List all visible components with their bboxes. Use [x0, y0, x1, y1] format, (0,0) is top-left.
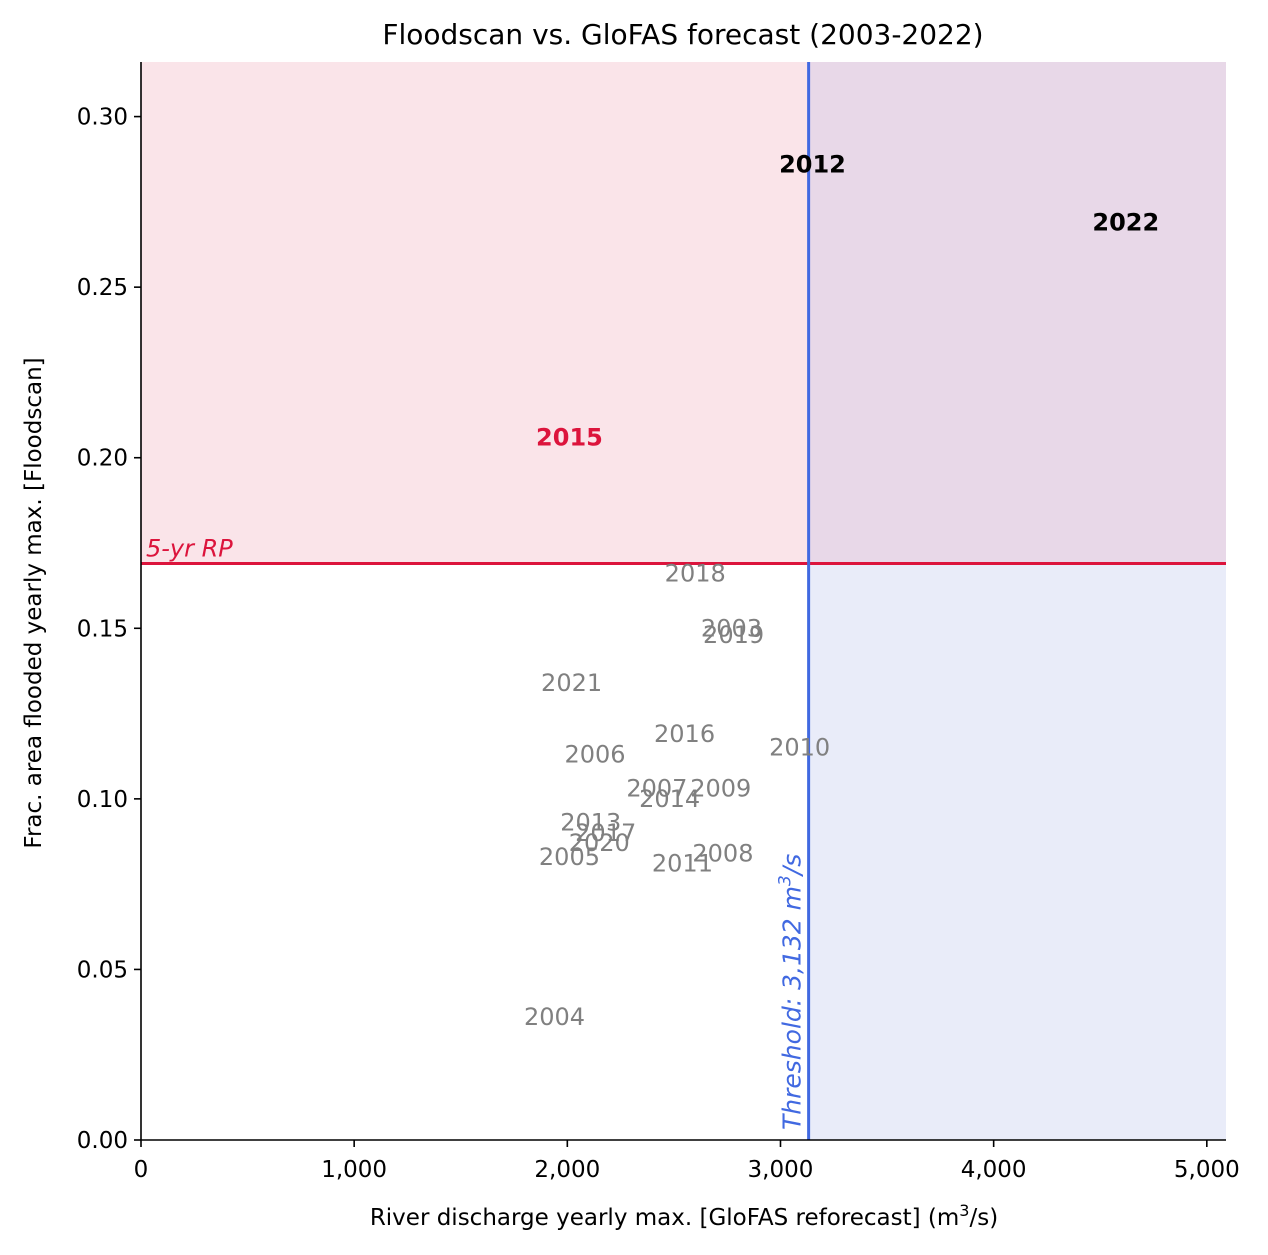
- point-label-2006: 2006: [564, 741, 625, 769]
- x-tick-label: 4,000: [961, 1157, 1027, 1183]
- point-label-2017: 2017: [575, 819, 636, 847]
- discharge-threshold-label: Threshold: 3,132 m3/s: [776, 854, 807, 1130]
- point-label-2021: 2021: [541, 669, 602, 697]
- y-axis-title: Frac. area flooded yearly max. [Floodsca…: [21, 357, 47, 848]
- shaded-regions: [141, 62, 1226, 1140]
- x-axis-title: River discharge yearly max. [GloFAS refo…: [370, 1201, 998, 1231]
- y-tick-label: 0.25: [77, 275, 128, 301]
- point-label-2020: 2020: [569, 829, 630, 857]
- point-label-2018: 2018: [665, 560, 726, 588]
- point-label-2012: 2012: [779, 150, 846, 178]
- point-label-2010: 2010: [769, 734, 830, 762]
- x-tick-label: 0: [134, 1157, 149, 1183]
- point-label-2007: 2007: [626, 775, 687, 803]
- y-tick-label: 0.05: [77, 957, 128, 983]
- point-label-2009: 2009: [690, 775, 751, 803]
- rp-threshold-label: 5-yr RP: [146, 534, 233, 562]
- point-label-2019: 2019: [703, 621, 764, 649]
- point-label-2003: 2003: [701, 614, 762, 642]
- point-label-2011: 2011: [652, 850, 713, 878]
- chart-title: Floodscan vs. GloFAS forecast (2003-2022…: [382, 18, 983, 51]
- region-above-rp: [141, 62, 809, 564]
- point-label-2004: 2004: [524, 1003, 585, 1031]
- y-tick-label: 0.20: [77, 446, 128, 472]
- point-label-2008: 2008: [692, 839, 753, 867]
- x-tick-label: 5,000: [1174, 1157, 1240, 1183]
- point-label-2015: 2015: [536, 423, 603, 451]
- point-label-2022: 2022: [1092, 208, 1159, 236]
- point-label-2016: 2016: [654, 720, 715, 748]
- point-label-2013: 2013: [560, 809, 621, 837]
- y-tick-label: 0.15: [77, 616, 128, 642]
- region-above-both: [808, 62, 1226, 564]
- y-tick-label: 0.10: [77, 787, 128, 813]
- y-tick-label: 0.30: [77, 105, 128, 131]
- region-above-threshold: [808, 563, 1226, 1140]
- x-tick-label: 3,000: [748, 1157, 814, 1183]
- threshold-lines: 5-yr RP Threshold: 3,132 m3/s: [141, 62, 1226, 1140]
- y-tick-label: 0.00: [77, 1128, 128, 1154]
- axes: 0 1,000 2,000 3,000 4,000 5,000 0.00 0.05 0.10 0.…: [77, 62, 1240, 1183]
- x-tick-label: 1,000: [321, 1157, 387, 1183]
- point-label-2005: 2005: [539, 843, 600, 871]
- point-label-2014: 2014: [639, 785, 700, 813]
- x-tick-label: 2,000: [534, 1157, 600, 1183]
